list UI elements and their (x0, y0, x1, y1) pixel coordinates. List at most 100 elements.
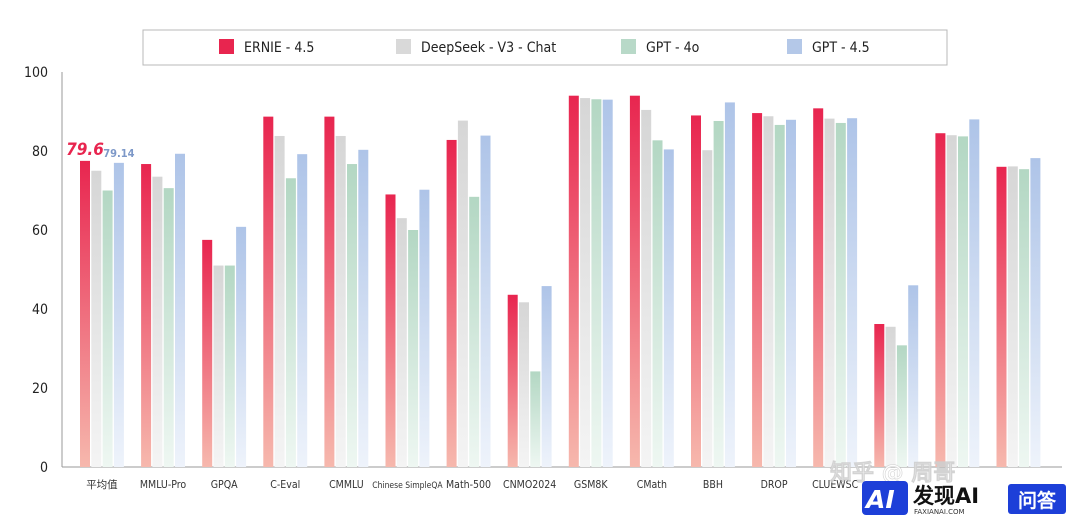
bar-0-2 (102, 190, 113, 467)
x-tick-label-8: GSM8K (574, 479, 608, 491)
bar-7-2 (530, 371, 541, 467)
bar-0-1 (91, 170, 102, 467)
bar-10-2 (713, 120, 724, 467)
bar-6-3 (480, 135, 491, 467)
x-tick-label-10: BBH (703, 479, 723, 491)
x-tick-label-1: MMLU-Pro (140, 479, 187, 491)
bar-5-0 (385, 194, 396, 467)
y-axis: 0 20 40 60 80 100 (24, 65, 48, 476)
legend-swatch-2 (621, 39, 636, 54)
bar-8-3 (602, 99, 613, 468)
x-tick-label-7: CNMO2024 (503, 479, 556, 491)
bar-14-0 (935, 133, 946, 467)
bar-5-3 (419, 189, 430, 467)
bar-15-0 (996, 166, 1007, 468)
bar-14-1 (946, 135, 957, 467)
legend-swatch-0 (219, 39, 234, 54)
bar-1-2 (163, 188, 174, 467)
legend-swatch-3 (787, 39, 802, 54)
bar-15-3 (1030, 158, 1041, 468)
bar-11-3 (786, 119, 796, 468)
bar-1-3 (175, 153, 185, 467)
x-tick-label-6: Math-500 (446, 479, 491, 491)
bar-13-1 (885, 326, 896, 467)
bar-5-1 (396, 218, 407, 467)
bar-12-2 (835, 122, 846, 467)
bar-3-0 (263, 116, 274, 467)
y-tick-label-100: 100 (24, 65, 48, 81)
bar-3-1 (274, 135, 285, 468)
watermark-ai-icon (862, 481, 908, 515)
bar-13-3 (908, 285, 919, 467)
y-tick-label-20: 20 (32, 381, 48, 397)
bar-7-0 (507, 294, 518, 467)
bar-6-0 (446, 139, 457, 467)
x-tick-label-12: CLUEWSC (812, 479, 859, 491)
bar-9-0 (629, 95, 640, 467)
x-tick-label-9: CMath (637, 479, 667, 491)
bar-1-1 (152, 176, 163, 468)
legend-label-1: DeepSeek - V3 - Chat (421, 40, 556, 56)
legend: ERNIE - 4.5 DeepSeek - V3 - Chat GPT - 4o G… (219, 39, 870, 56)
data-label-0: 79.6 (66, 140, 104, 160)
bar-14-2 (958, 136, 968, 467)
bar-7-3 (541, 286, 552, 467)
bar-4-2 (347, 164, 357, 467)
x-tick-label-3: C-Eval (270, 479, 300, 491)
watermark-brand: 发现AI (912, 484, 979, 508)
x-tick-label-11: DROP (761, 479, 788, 491)
bar-1-0 (141, 164, 152, 467)
bar-5-2 (408, 230, 419, 467)
bar-13-0 (874, 324, 885, 467)
bar-12-3 (847, 118, 858, 467)
watermark-badge-text: 问答 (1018, 489, 1057, 512)
bar-10-3 (724, 102, 735, 467)
bar-9-2 (652, 140, 663, 467)
bar-3-2 (285, 178, 296, 467)
bar-6-2 (469, 196, 480, 467)
y-tick-label-80: 80 (32, 144, 48, 160)
bar-2-0 (202, 239, 213, 467)
bar-3-3 (297, 154, 308, 467)
bar-11-0 (752, 113, 763, 467)
bar-8-2 (591, 99, 602, 467)
legend-label-2: GPT - 4o (646, 40, 700, 56)
bar-10-0 (691, 115, 701, 467)
watermark-badge (1008, 484, 1066, 514)
bar-11-1 (763, 116, 774, 468)
watermark-ai-mark: AI (864, 485, 895, 514)
bars (80, 95, 1041, 468)
bar-8-0 (568, 95, 579, 467)
bar-2-3 (236, 226, 247, 467)
bar-9-3 (663, 149, 674, 468)
x-tick-label-5: Chinese SimpleQA (372, 481, 443, 491)
bar-15-1 (1007, 166, 1018, 467)
y-tick-label-0: 0 (40, 460, 48, 476)
bar-0-3 (113, 162, 124, 467)
legend-swatch-1 (396, 39, 411, 54)
bar-8-1 (580, 98, 591, 467)
y-tick-label-60: 60 (32, 223, 48, 239)
bar-12-1 (824, 118, 835, 468)
bar-11-2 (774, 124, 785, 468)
x-tick-label-4: CMMLU (329, 479, 364, 491)
legend-box (142, 29, 948, 66)
y-tick-label-40: 40 (32, 302, 48, 318)
bar-7-1 (519, 302, 529, 467)
x-axis-labels: 平均值 MMLU-Pro GPQA C-Eval CMMLU Chinese Simple… (86, 478, 858, 491)
bar-14-3 (969, 119, 980, 468)
bar-4-0 (324, 116, 335, 467)
bar-13-2 (896, 345, 907, 467)
bar-10-1 (702, 150, 713, 467)
bar-0-0 (80, 160, 90, 467)
bar-9-1 (641, 109, 652, 468)
bar-6-1 (457, 120, 468, 468)
bar-4-1 (335, 135, 346, 468)
watermark-brand-sub: FAXIANAI.COM (914, 508, 965, 516)
data-labels: 79.6 79.14 (66, 140, 135, 160)
x-tick-label-0: 平均值 (86, 478, 118, 491)
bar-15-2 (1019, 169, 1030, 468)
data-label-1: 79.14 (103, 147, 134, 160)
legend-label-3: GPT - 4.5 (812, 40, 870, 56)
